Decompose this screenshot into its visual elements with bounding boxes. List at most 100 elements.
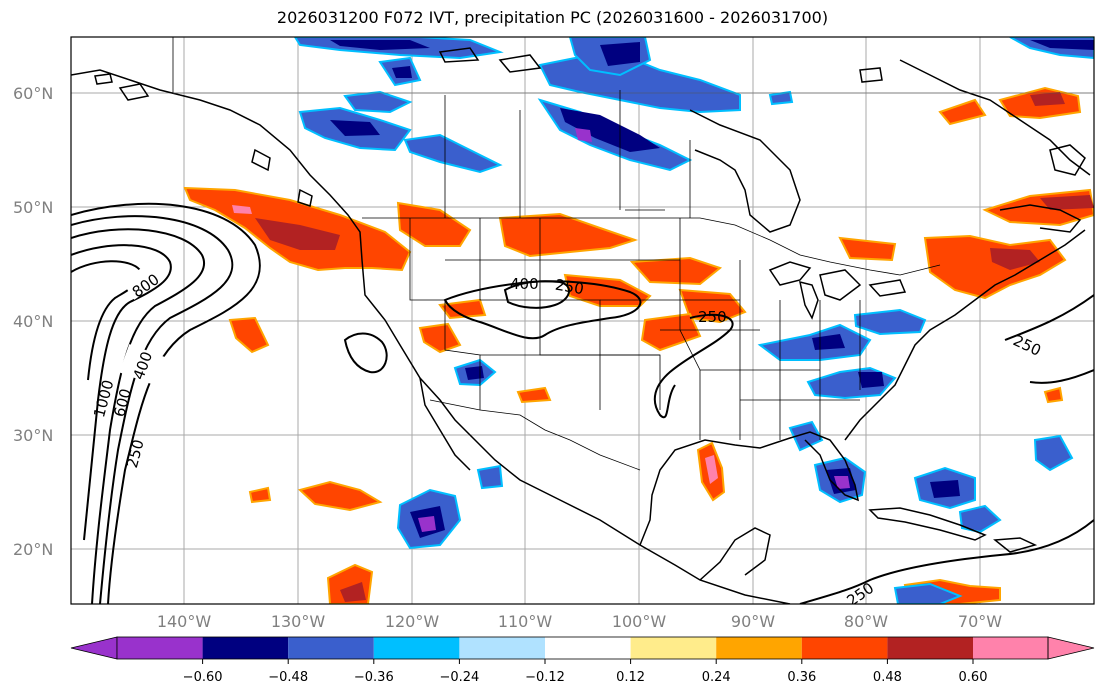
lon-label-120w: 120°W [385, 612, 440, 631]
colorbar-segment-6 [545, 637, 631, 659]
cuba [868, 507, 987, 541]
lon-label-100w: 100°W [612, 612, 667, 631]
pacific-s-core [340, 582, 366, 602]
north-core [330, 40, 430, 50]
plains-state-lines [539, 218, 661, 410]
ivt-contours [71, 202, 1094, 604]
hispaniola [993, 537, 1038, 553]
lon-label-80w: 80°W [844, 612, 888, 631]
eastern-state-lines [679, 218, 861, 440]
quebec-core [1040, 195, 1094, 210]
gulf-peak [705, 455, 718, 484]
ivt-label-250-interior: 250 [554, 276, 585, 299]
top-right-core [1030, 40, 1094, 50]
quebec-negative-blob [768, 90, 794, 106]
ivt-central-contour [653, 313, 734, 419]
hudson-negative-core [560, 108, 660, 152]
lon-label-110w: 110°W [498, 612, 553, 631]
mountain-state-lines [479, 218, 601, 410]
colorbar-segment-8 [716, 637, 802, 659]
latitude-state-lines [445, 259, 860, 401]
us-canada-border [362, 217, 941, 276]
colorbar-segment-1 [117, 637, 203, 659]
ivt-label-250-central: 250 [698, 308, 727, 326]
nevada-positive-blob [438, 298, 487, 320]
texas-positive-blob [516, 386, 552, 404]
cb-tick-label-8: 0.36 [787, 670, 816, 685]
atlantic-negative-blob [1033, 434, 1074, 472]
lon-label-130w: 130°W [271, 612, 326, 631]
bahamas-positive-blob [1043, 386, 1064, 404]
contour-labels: 800 400 600 1000 250 400 250 250 250 250 [90, 261, 1044, 604]
bc-islands [251, 148, 313, 207]
baja-positive-blob [297, 480, 383, 512]
lat-label-30n: 30°N [13, 426, 53, 445]
ivt-600-west-contour [71, 228, 205, 604]
canadian-province-lines [444, 90, 691, 218]
cb-tick-label-4: −0.24 [439, 670, 479, 685]
ivt-400-west-contour [71, 215, 234, 604]
yucatan [699, 527, 771, 581]
lat-label-60n: 60°N [13, 84, 53, 103]
colorbar-tick-labels: −0.60 −0.48 −0.36 −0.24 −0.12 0.12 0.24 … [183, 670, 988, 685]
colorbar-under-triangle [70, 636, 118, 660]
lat-label-20n: 20°N [13, 540, 53, 559]
cb-tick-label-9: 0.48 [873, 670, 902, 685]
plains-positive-blob [498, 212, 639, 258]
cb-tick-label-10: 0.60 [959, 670, 988, 685]
precip-positive-anomalies [183, 86, 1094, 604]
colorbar-segment-2 [202, 637, 289, 659]
northeast-core [990, 248, 1040, 270]
ivt-interior-400-contour [503, 280, 570, 309]
latitude-labels: 60°N 50°N 40°N 30°N 20°N [13, 84, 53, 559]
great-lakes [768, 261, 907, 301]
ivt-250-west-contour [71, 202, 261, 604]
pacific-nw-core [255, 218, 340, 250]
nw-pacific-positive-blob [248, 486, 272, 504]
lake-michigan [799, 280, 819, 320]
caribbean-negative-blob [893, 582, 963, 604]
lat-label-40n: 40°N [13, 312, 53, 331]
cb-tick-label-5: −0.12 [525, 670, 565, 685]
western-state-lines [409, 218, 481, 410]
map-frame [70, 36, 1095, 605]
atlantic-coast [844, 229, 1086, 441]
labrador-coast [899, 59, 1091, 176]
cb-tick-label-2: −0.48 [268, 670, 308, 685]
pacific-sw-positive-blob [228, 316, 270, 354]
map-title: 2026031200 F072 IVT, precipitation PC (2… [276, 8, 829, 27]
cb-tick-label-3: −0.36 [354, 670, 394, 685]
gulf-coast [639, 431, 860, 546]
nwt-negative-blob [343, 90, 413, 114]
cb-tick-label-1: −0.60 [183, 670, 223, 685]
hudson-bay-coast [689, 109, 801, 233]
colorbar-segment-11 [973, 637, 1048, 659]
lon-label-90w: 90°W [731, 612, 775, 631]
ivt-east-lower-contour [1029, 369, 1094, 384]
pacific-nw-peak [232, 205, 252, 214]
political-borders [172, 37, 1094, 471]
colorbar-segment-3 [288, 637, 374, 659]
ivt-800-west-contour [71, 244, 172, 541]
gulf2-negative-blob [476, 464, 504, 490]
pacific-mx-purple [418, 516, 436, 532]
yukon-core [392, 66, 412, 78]
midatlantic-negative-blob [853, 308, 927, 336]
hudson-purple-core [575, 128, 592, 142]
alaska-islands [94, 73, 150, 101]
ivt-label-400-interior: 400 [510, 275, 539, 293]
gulf-of-stlawrence [999, 204, 1082, 233]
precip-negative-anomalies [293, 37, 1094, 604]
colorbar-over-triangle [1047, 636, 1095, 660]
colorbar: −0.60 −0.48 −0.36 −0.24 −0.12 0.12 0.24 … [70, 636, 1095, 685]
cb-tick-label-6: 0.12 [616, 670, 645, 685]
colorbar-ticks [202, 659, 974, 664]
newfoundland [1049, 144, 1086, 176]
label-bg-400 [119, 344, 167, 386]
hudson-positive-blob [938, 98, 987, 126]
colorbar-segment-4 [373, 637, 460, 659]
labrador-core [1030, 92, 1065, 106]
lat-label-50n: 50°N [13, 198, 53, 217]
bahamas-core [930, 480, 960, 498]
